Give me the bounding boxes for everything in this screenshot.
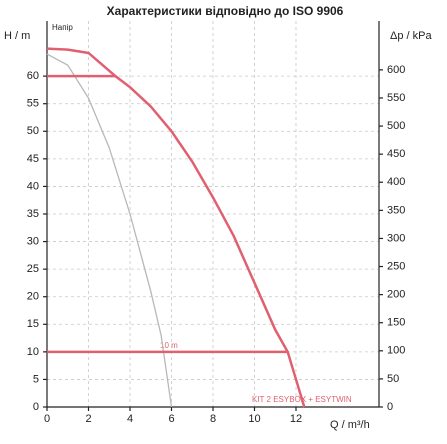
y2-tick-label: 400: [387, 176, 405, 188]
x-tick-label: 8: [210, 413, 216, 425]
y2-tick-label: 350: [387, 204, 405, 216]
x-tick-label: 12: [290, 413, 302, 425]
annotation: Напір: [52, 23, 73, 32]
y-tick-label: 50: [27, 125, 39, 137]
y2-tick-label: 500: [387, 120, 405, 132]
y-tick-label: 40: [27, 180, 39, 192]
x-axis-title: Q / m³/h: [330, 419, 370, 431]
y2-tick-label: 300: [387, 232, 405, 244]
annotation: 10 m: [160, 341, 178, 350]
y-tick-label: 5: [33, 373, 39, 385]
y2-tick-label: 100: [387, 345, 405, 357]
y2-tick-label: 0: [387, 401, 393, 413]
y2-tick-label: 550: [387, 92, 405, 104]
y2-tick-label: 250: [387, 260, 405, 272]
y-tick-label: 45: [27, 153, 39, 165]
x-tick-label: 0: [44, 413, 50, 425]
y2-axis-title: Δp / kPa: [390, 30, 432, 42]
y-axis-title: H / m: [4, 30, 30, 42]
chart-title: Характеристики відповідно до ISO 9906: [107, 4, 344, 18]
y-tick-label: 0: [33, 401, 39, 413]
curve: [46, 47, 306, 408]
y-tick-label: 55: [27, 98, 39, 110]
y-tick-label: 35: [27, 208, 39, 220]
y-tick-label: 10: [27, 346, 39, 358]
y-tick-label: 30: [27, 235, 39, 247]
y2-tick-label: 600: [387, 64, 405, 76]
y-tick-label: 15: [27, 318, 39, 330]
x-tick-label: 6: [168, 413, 174, 425]
x-tick-label: 10: [248, 413, 260, 425]
x-tick-label: 2: [85, 413, 91, 425]
x-tick-label: 4: [127, 413, 133, 425]
y2-tick-label: 200: [387, 289, 405, 301]
y2-tick-label: 150: [387, 317, 405, 329]
y-tick-label: 25: [27, 263, 39, 275]
y-tick-label: 60: [27, 70, 39, 82]
y2-tick-label: 50: [387, 373, 399, 385]
y2-tick-label: 450: [387, 148, 405, 160]
curve: [46, 53, 173, 408]
y-tick-label: 20: [27, 291, 39, 303]
